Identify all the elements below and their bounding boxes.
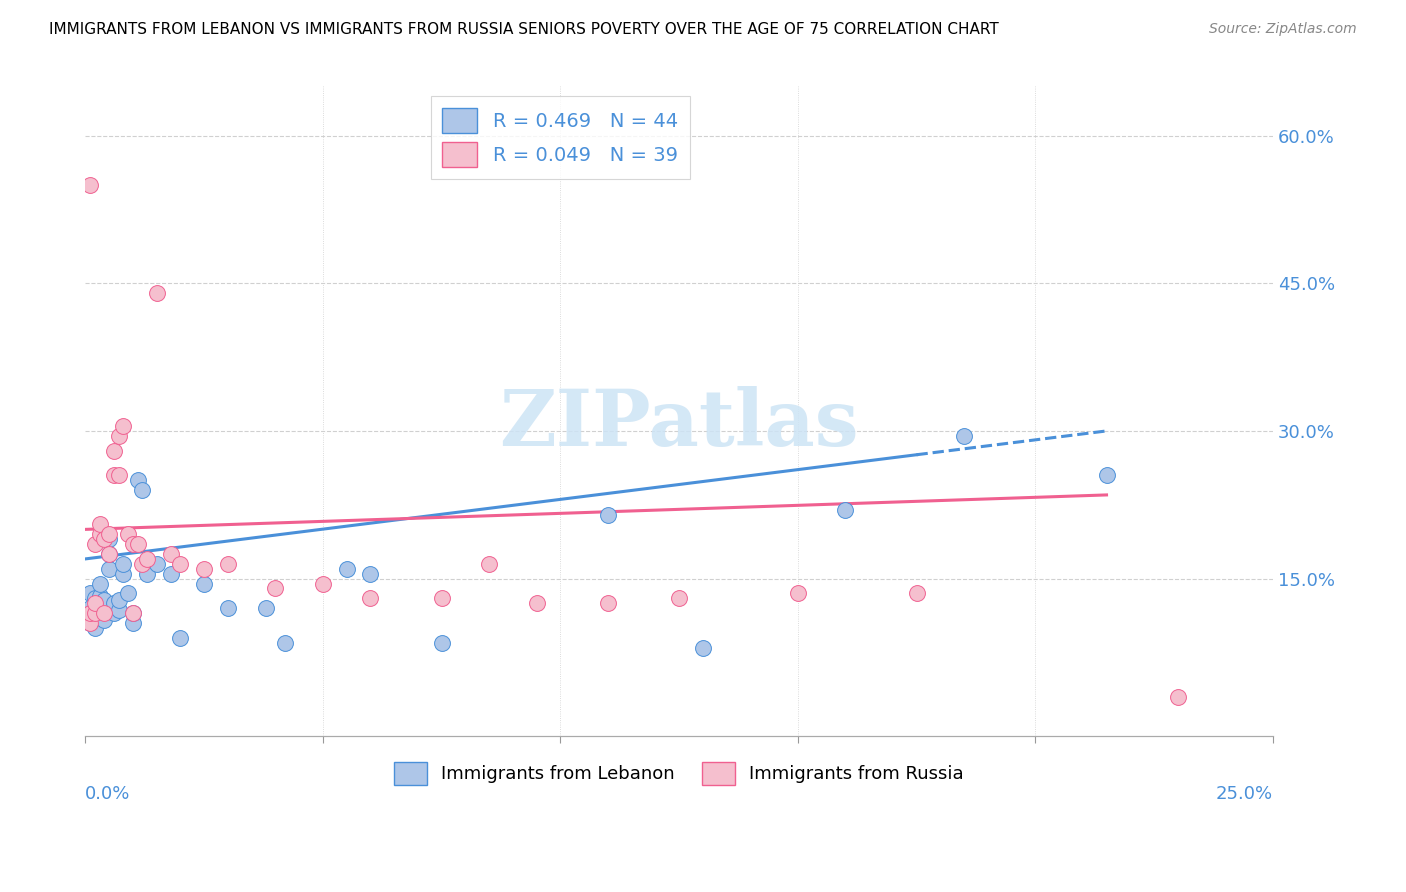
Point [93,603,115,617]
Point [98,547,121,561]
Point [834,502,856,516]
Point [335,562,357,576]
Point [478,557,501,571]
Point [121,606,143,620]
Point [905,586,928,600]
Point [107,593,129,607]
Point [93,613,115,627]
Point [692,640,714,655]
Point [89,517,111,532]
Point [103,606,125,620]
Point [264,582,287,596]
Point [430,591,453,606]
Point [121,615,143,630]
Point [79,615,101,630]
Point [121,606,143,620]
Point [136,552,159,566]
Point [786,586,808,600]
Point [103,468,125,483]
Point [83,621,105,635]
Point [159,547,181,561]
Point [953,429,976,443]
Point [103,596,125,610]
Point [83,611,105,625]
Point [79,586,101,600]
Point [145,557,167,571]
Point [107,429,129,443]
Point [89,590,111,604]
Text: IMMIGRANTS FROM LEBANON VS IMMIGRANTS FROM RUSSIA SENIORS POVERTY OVER THE AGE O: IMMIGRANTS FROM LEBANON VS IMMIGRANTS FR… [49,22,998,37]
Point [93,606,115,620]
Point [79,178,101,192]
Point [83,596,105,610]
Point [83,537,105,551]
Point [1095,468,1118,483]
Point [526,596,548,610]
Point [136,566,159,581]
Point [89,609,111,624]
Point [89,576,111,591]
Point [359,566,381,581]
Text: 25.0%: 25.0% [1216,785,1272,803]
Point [1167,690,1189,704]
Point [98,533,121,547]
Point [79,615,101,630]
Text: Source: ZipAtlas.com: Source: ZipAtlas.com [1209,22,1357,37]
Point [217,557,239,571]
Point [117,586,139,600]
Point [127,473,149,487]
Point [98,527,121,541]
Point [668,591,690,606]
Point [596,508,619,522]
Point [83,606,105,620]
Point [121,537,143,551]
Point [89,527,111,541]
Point [98,562,121,576]
Point [107,603,129,617]
Point [107,468,129,483]
Legend: Immigrants from Lebanon, Immigrants from Russia: Immigrants from Lebanon, Immigrants from… [387,755,972,792]
Point [430,635,453,649]
Point [359,591,381,606]
Point [274,635,297,649]
Point [112,557,135,571]
Point [193,576,215,591]
Point [112,566,135,581]
Point [93,593,115,607]
Point [79,601,101,615]
Point [98,547,121,561]
Point [103,443,125,458]
Point [127,537,149,551]
Point [169,631,191,645]
Text: 0.0%: 0.0% [86,785,131,803]
Point [89,599,111,614]
Point [169,557,191,571]
Point [93,533,115,547]
Point [159,566,181,581]
Text: ZIPatlas: ZIPatlas [499,386,859,462]
Point [254,601,277,615]
Point [193,562,215,576]
Point [596,596,619,610]
Point [131,557,153,571]
Point [217,601,239,615]
Point [79,606,101,620]
Point [312,576,335,591]
Point [112,419,135,434]
Point [145,286,167,301]
Point [117,527,139,541]
Point [83,603,105,617]
Point [83,591,105,606]
Point [131,483,153,497]
